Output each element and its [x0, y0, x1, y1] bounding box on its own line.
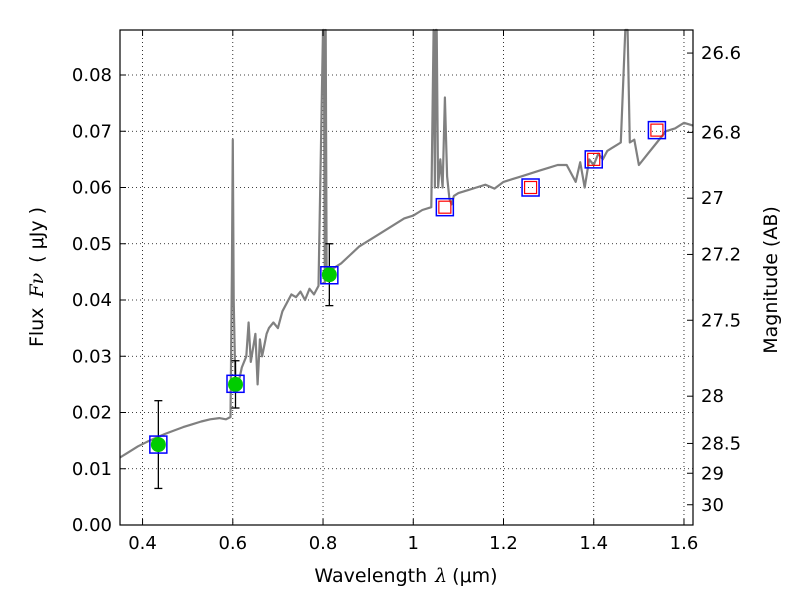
- y2-tick-label: 29: [701, 463, 724, 484]
- x-tick-label: 0.8: [309, 533, 338, 554]
- model-point-blue: [149, 435, 168, 454]
- x-axis-label-unit: (μm): [452, 565, 497, 587]
- marker-layer: [149, 120, 667, 454]
- y2-tick-label: 27.2: [701, 244, 741, 265]
- y-tick-label: 0.08: [72, 65, 112, 86]
- y-tick-label: 0.05: [72, 234, 112, 255]
- model-point-red: [438, 200, 452, 214]
- x-tick-label: 0.6: [218, 533, 247, 554]
- model-point-blue: [226, 374, 245, 394]
- y-tick-label: 0.02: [72, 403, 112, 424]
- x-axis-label: Wavelength λ (μm): [314, 565, 497, 587]
- y-tick-label: 0.01: [72, 459, 112, 480]
- y-tick-label: 0.04: [72, 290, 112, 311]
- plot-frame: [119, 29, 694, 526]
- y-tick-label: 0.00: [72, 515, 112, 536]
- model-point-blue: [647, 120, 667, 140]
- y2-tick-label: 28: [701, 386, 724, 407]
- y2-tick-label: 28.5: [701, 433, 741, 454]
- y-axis-label-prefix: Flux: [26, 308, 48, 348]
- y2-tick-label: 26.8: [701, 122, 741, 143]
- y-axis-label-unit: ( μJy ): [26, 207, 48, 263]
- model-point-red: [650, 123, 664, 137]
- observed-point: [228, 376, 244, 392]
- y-tick-label: 0.07: [72, 121, 112, 142]
- x-tick-label: 1: [408, 533, 419, 554]
- y-tick-label: 0.03: [72, 346, 112, 367]
- x-tick-label: 0.4: [128, 533, 157, 554]
- y2-tick-label: 27: [701, 188, 724, 209]
- model-point-blue: [435, 197, 455, 217]
- y-tick-label: 0.06: [72, 178, 112, 199]
- x-tick-label: 1.6: [670, 533, 699, 554]
- x-axis-label-prefix: Wavelength: [314, 565, 427, 587]
- y2-axis-label: Magnitude (AB): [760, 206, 782, 354]
- y-axis-label-symbol: Fν: [26, 272, 48, 298]
- x-axis-label-symbol: λ: [434, 565, 447, 587]
- tick-layer: 0.4 0.6 0.8 1 1.2 1.4 1.6 0.00 0.01 0.02 0.03 0.04 0…: [72, 30, 741, 554]
- grid-layer: [120, 30, 693, 526]
- y-axis-label: Flux Fν ( μJy ): [26, 207, 48, 347]
- x-tick-label: 1.4: [579, 533, 608, 554]
- model-point-red: [523, 180, 538, 195]
- model-point-blue: [521, 178, 540, 197]
- observed-point: [321, 267, 337, 283]
- y2-tick-label: 30: [701, 495, 724, 516]
- y2-tick-label: 26.6: [701, 43, 741, 64]
- model-point-blue: [584, 150, 603, 169]
- observed-point: [150, 437, 166, 453]
- model-point-red: [587, 152, 601, 166]
- model-point-blue: [320, 266, 339, 285]
- y2-tick-label: 27.5: [701, 310, 741, 331]
- x-tick-label: 1.2: [489, 533, 518, 554]
